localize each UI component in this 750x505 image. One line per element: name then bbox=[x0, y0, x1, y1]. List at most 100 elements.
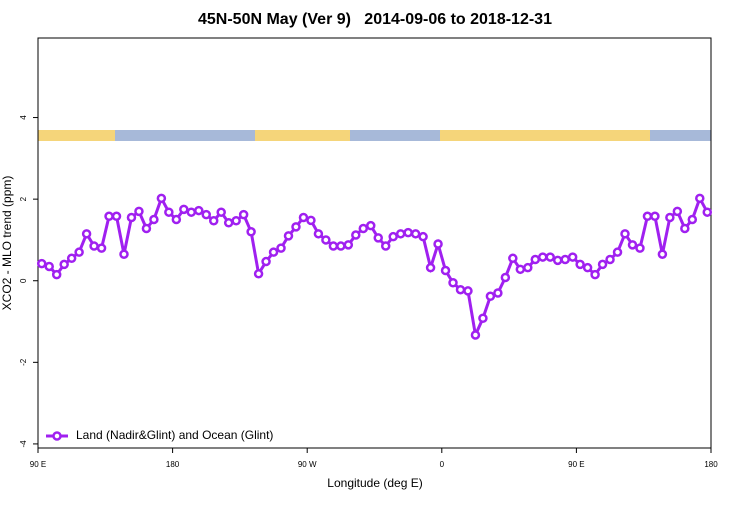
point bbox=[141, 223, 152, 234]
plot-frame bbox=[37, 37, 712, 449]
x-tick-label: 180 bbox=[704, 460, 718, 469]
point bbox=[627, 240, 638, 250]
point bbox=[478, 313, 488, 324]
legend-marker bbox=[52, 431, 62, 441]
point bbox=[164, 207, 174, 217]
point bbox=[156, 193, 167, 204]
point bbox=[119, 249, 129, 259]
point bbox=[545, 252, 555, 262]
point bbox=[515, 264, 526, 275]
point bbox=[231, 216, 241, 226]
x-tick-label: 0 bbox=[440, 460, 445, 469]
y-axis-label: XCO2 - MLO trend (ppm) bbox=[0, 176, 14, 311]
point bbox=[66, 253, 77, 264]
point bbox=[111, 211, 122, 222]
x-tick-label: 180 bbox=[166, 460, 180, 469]
point bbox=[642, 211, 653, 222]
point bbox=[605, 254, 615, 265]
point bbox=[238, 209, 249, 220]
point bbox=[552, 255, 563, 266]
point bbox=[328, 241, 339, 251]
point bbox=[179, 204, 189, 215]
point bbox=[597, 259, 608, 270]
point bbox=[96, 243, 107, 253]
point bbox=[538, 252, 548, 262]
point bbox=[455, 284, 466, 295]
point bbox=[650, 211, 660, 222]
point bbox=[291, 222, 301, 232]
y-tick-label: 2 bbox=[19, 196, 28, 201]
point bbox=[380, 241, 391, 251]
y-tick-label: 0 bbox=[19, 278, 28, 283]
point bbox=[223, 218, 234, 228]
point bbox=[582, 262, 593, 273]
point bbox=[358, 223, 369, 234]
point bbox=[134, 206, 144, 217]
point bbox=[74, 247, 84, 257]
point bbox=[171, 214, 182, 225]
point bbox=[313, 229, 324, 239]
point bbox=[373, 233, 383, 243]
point bbox=[149, 214, 159, 225]
land-band bbox=[38, 130, 115, 141]
point bbox=[635, 243, 645, 253]
legend-label: Land (Nadir&Glint) and Ocean (Glint) bbox=[76, 428, 273, 442]
point bbox=[89, 241, 99, 251]
point bbox=[695, 193, 705, 204]
chart-title: 45N-50N May (Ver 9) 2014-09-06 to 2018-1… bbox=[198, 11, 552, 28]
point bbox=[261, 256, 271, 267]
point bbox=[418, 231, 428, 242]
point bbox=[276, 243, 286, 253]
point bbox=[463, 286, 473, 296]
land-band bbox=[255, 130, 350, 141]
point bbox=[36, 258, 47, 269]
point bbox=[530, 254, 541, 265]
point bbox=[680, 223, 690, 234]
point bbox=[336, 241, 346, 251]
point bbox=[470, 330, 481, 340]
point bbox=[126, 212, 137, 223]
point bbox=[298, 212, 309, 223]
point bbox=[523, 262, 533, 273]
x-tick-label: 90 W bbox=[298, 460, 317, 469]
point bbox=[560, 254, 570, 265]
map-strip bbox=[38, 130, 711, 141]
point bbox=[620, 229, 630, 239]
point bbox=[493, 288, 503, 298]
point bbox=[440, 265, 451, 276]
point bbox=[321, 235, 331, 245]
point bbox=[306, 215, 316, 226]
point bbox=[665, 212, 675, 223]
point bbox=[201, 209, 211, 220]
point bbox=[51, 269, 62, 280]
point bbox=[687, 214, 698, 225]
point bbox=[410, 229, 421, 239]
point bbox=[44, 261, 54, 272]
point bbox=[485, 291, 496, 301]
x-axis-label: Longitude (deg E) bbox=[327, 476, 422, 490]
point bbox=[81, 229, 92, 239]
point bbox=[59, 259, 69, 270]
point bbox=[508, 253, 518, 264]
y-tick-label: -4 bbox=[19, 440, 28, 448]
point bbox=[366, 220, 376, 231]
x-tick-label: 90 E bbox=[568, 460, 584, 469]
point bbox=[186, 207, 197, 217]
point bbox=[104, 211, 114, 222]
point bbox=[388, 231, 398, 242]
point bbox=[590, 269, 600, 280]
land-band bbox=[440, 130, 650, 141]
x-tick-label: 90 E bbox=[30, 460, 46, 469]
point bbox=[425, 262, 436, 273]
point bbox=[216, 207, 226, 217]
point bbox=[343, 240, 354, 250]
point bbox=[500, 272, 511, 283]
point bbox=[283, 231, 294, 241]
point bbox=[351, 230, 361, 240]
point bbox=[567, 252, 578, 262]
point bbox=[194, 205, 204, 216]
point bbox=[253, 269, 264, 279]
point bbox=[672, 206, 683, 217]
point bbox=[268, 247, 279, 257]
